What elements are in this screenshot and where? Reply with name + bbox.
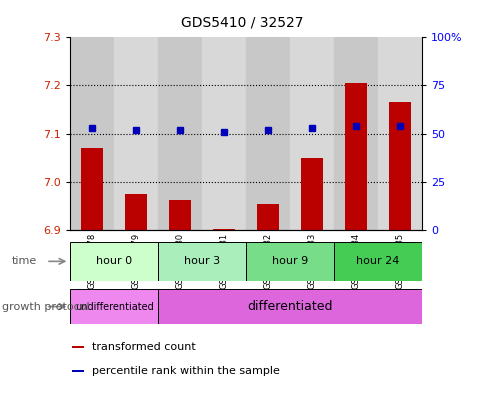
Bar (72, 370, 84, 372)
Bar (344, 83, 366, 230)
Bar (245, 37, 289, 230)
Text: hour 24: hour 24 (356, 256, 399, 266)
Bar (114, 37, 158, 230)
Text: GDS5410 / 32527: GDS5410 / 32527 (181, 16, 303, 30)
Bar (245, 242, 333, 281)
Bar (333, 242, 421, 281)
Bar (158, 289, 421, 324)
Bar (70, 242, 158, 281)
Bar (257, 204, 278, 230)
Text: growth protocol: growth protocol (2, 301, 90, 312)
Text: hour 9: hour 9 (272, 256, 307, 266)
Bar (70, 289, 158, 324)
Bar (158, 242, 245, 281)
Bar (333, 37, 377, 230)
Text: undifferentiated: undifferentiated (75, 301, 153, 312)
Bar (70, 37, 114, 230)
Bar (169, 200, 191, 230)
Bar (158, 37, 202, 230)
Text: differentiated: differentiated (247, 300, 332, 313)
Text: transformed count: transformed count (91, 342, 195, 352)
Text: percentile rank within the sample: percentile rank within the sample (91, 366, 279, 376)
Bar (202, 37, 245, 230)
Bar (301, 158, 322, 230)
Text: hour 3: hour 3 (184, 256, 220, 266)
Bar (125, 194, 147, 230)
Text: hour 0: hour 0 (96, 256, 132, 266)
Text: time: time (12, 256, 37, 266)
Bar (388, 102, 410, 230)
Bar (289, 37, 333, 230)
Bar (213, 229, 235, 230)
Bar (72, 347, 84, 348)
Bar (377, 37, 421, 230)
Bar (81, 148, 103, 230)
